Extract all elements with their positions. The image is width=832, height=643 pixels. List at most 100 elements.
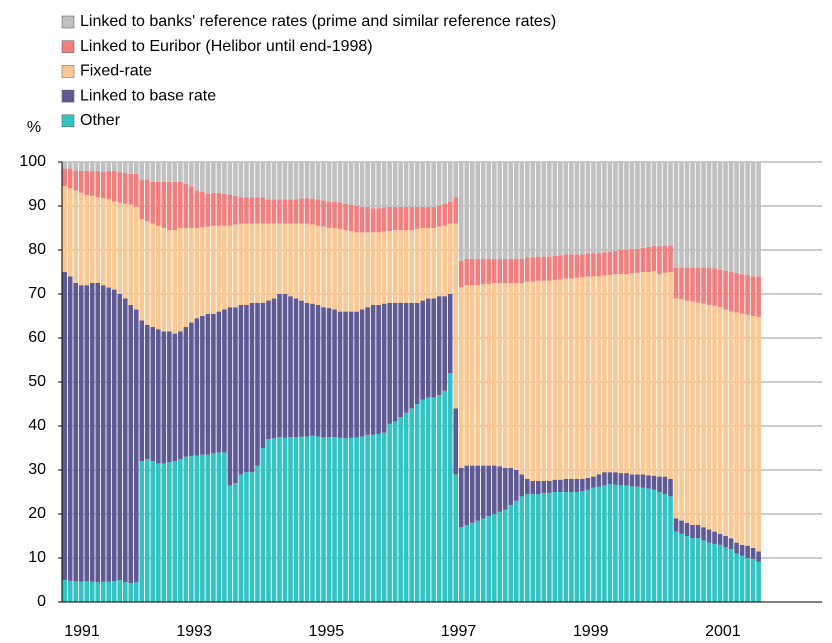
bar-segment [354,206,359,233]
bar-segment [172,181,178,231]
bar-segment [453,474,459,602]
bar-segment [425,206,431,228]
bar-segment [458,261,464,288]
bar-segment [502,283,508,468]
bar-segment [233,224,238,308]
legend-label: Linked to banks' reference rates (prime … [80,13,556,30]
bar-segment [271,438,277,602]
bar-segment [602,485,607,602]
bar-segment [200,454,205,602]
bar-segment [750,547,756,559]
bar-segment [673,267,679,299]
bar-segment [111,162,117,171]
bar-segment [376,232,381,305]
bar-segment [271,162,277,200]
bar-segment [222,193,227,226]
bar-segment [442,390,448,602]
bar-segment [668,272,673,479]
bar-segment [321,226,326,308]
bar-segment [299,198,304,224]
bar-segment [513,500,519,602]
bar-segment [282,199,288,224]
bar-segment [409,408,414,602]
bar-segment [491,465,497,514]
bar-segment [508,162,514,259]
bar-segment [541,256,547,281]
bar-segment [178,459,183,602]
bar-segment [161,181,167,228]
bar-segment [117,171,123,203]
bar-segment [701,303,706,528]
bar-segment [387,302,392,424]
bar-segment [216,162,222,193]
bar-segment [249,162,255,198]
bar-segment [728,272,734,312]
bar-segment [651,271,657,476]
bar-segment [227,307,233,486]
bar-segment [662,476,668,495]
bar-segment [684,300,690,523]
bar-segment [381,231,387,304]
bar-segment [662,272,668,477]
bar-segment [381,303,387,433]
bar-segment [222,452,227,602]
bar-segment [530,162,536,258]
bar-segment [447,162,453,202]
bar-segment [73,170,79,191]
bar-segment [646,488,651,602]
bar-segment [651,489,657,602]
bar-segment [745,545,750,558]
bar-segment [62,580,68,602]
bar-segment [469,285,475,466]
bar-segment [128,305,134,584]
bar-segment [497,511,503,602]
bar-segment [167,162,172,182]
bar-segment [156,329,161,464]
bar-segment [580,478,585,492]
bar-segment [370,162,376,209]
bar-segment [194,162,200,191]
bar-segment [519,162,525,259]
bar-segment [591,253,596,277]
bar-segment [607,484,613,602]
bar-segment [348,162,354,205]
bar-segment [392,421,398,602]
bar-segment [293,298,299,437]
bar-segment [591,487,596,602]
bar-segment [194,318,200,456]
bar-segment [387,423,392,602]
bar-segment [464,162,470,259]
bar-segment [398,302,403,418]
bar-segment [717,544,723,602]
bar-segment [513,470,519,501]
bar-segment [95,197,101,283]
bar-segment [734,312,739,543]
bar-segment [646,475,651,489]
bar-segment [266,199,271,224]
bar-segment [558,255,563,280]
bar-segment [106,199,112,288]
bar-segment [695,267,701,303]
bar-segment [629,162,635,250]
bar-segment [640,247,646,272]
bar-segment [315,162,321,200]
bar-segment [745,314,750,546]
bar-segment [282,162,288,200]
bar-segment [293,162,299,200]
y-tick-label: 10 [28,549,46,566]
bar-segment [668,478,673,497]
bar-segment [635,272,640,475]
y-tick-label: 90 [28,197,46,214]
bar-segment [580,254,585,278]
bar-segment [640,272,646,475]
bar-segment [530,281,536,481]
bar-segment [436,226,442,297]
bar-segment [183,184,189,228]
bar-segment [569,478,574,492]
bar-segment [453,162,459,198]
bar-segment [486,258,492,284]
bar-segment [414,206,420,229]
bar-segment [299,162,304,199]
bar-segment [271,199,277,224]
bar-segment [194,190,200,228]
